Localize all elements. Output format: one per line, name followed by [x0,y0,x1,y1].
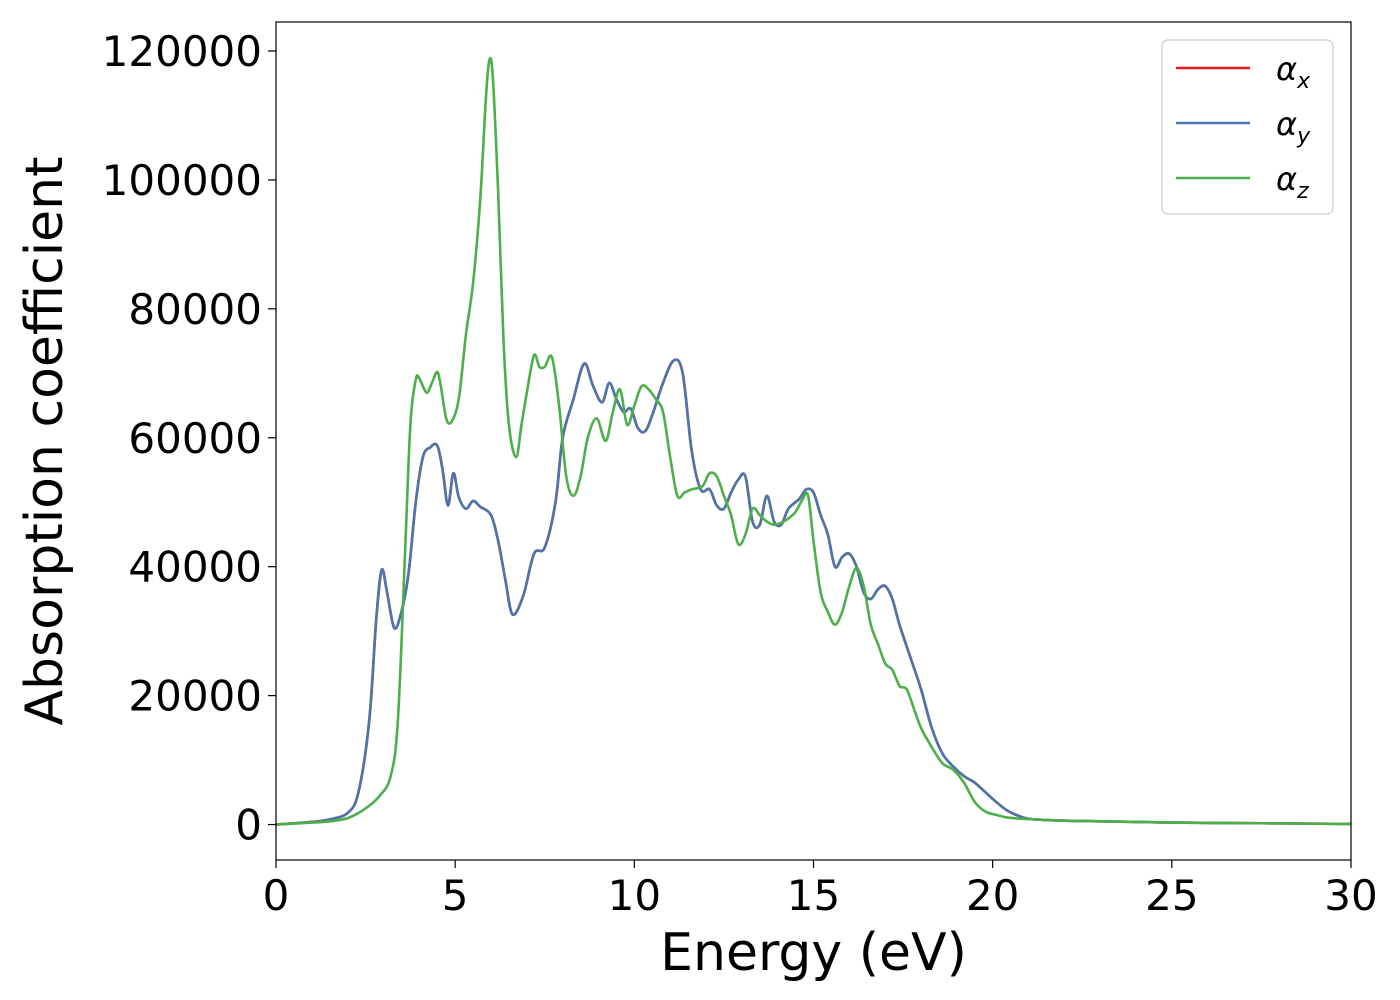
x-tick-label: 15 [787,871,840,920]
y-tick-label: 40000 [128,543,262,592]
legend-label-y: αy [1276,105,1311,149]
y-tick-label: 120000 [102,27,262,76]
x-axis-title: Energy (eV) [660,923,967,983]
legend-label-base: α [1276,50,1297,88]
legend-label-subscript: y [1296,124,1311,149]
y-tick-label: 20000 [128,672,262,721]
legend-label-base: α [1276,105,1297,143]
x-tick-label: 10 [608,871,661,920]
legend-label-base: α [1276,160,1297,198]
x-axis: 0 5 10 15 20 25 30 [263,860,1378,920]
x-tick-label: 20 [966,871,1019,920]
y-tick-label: 100000 [102,156,262,205]
x-tick-label: 5 [442,871,469,920]
x-tick-label: 30 [1324,871,1377,920]
legend-label-z: αz [1276,160,1309,204]
series-line-z [275,56,1352,826]
y-axis-title: Absorption coefficient [15,156,75,725]
legend-box [1161,39,1334,215]
y-tick-label: 0 [235,801,262,850]
x-tick-label: 0 [263,871,290,920]
y-axis: 0 20000 40000 60000 80000 100000 120000 [102,27,276,850]
series-line-y [275,358,1352,826]
legend-label-subscript: x [1296,69,1311,94]
x-tick-label: 25 [1145,871,1198,920]
legend-label-x: αx [1276,50,1311,94]
y-tick-label: 80000 [128,285,262,334]
series-layer [275,56,1352,826]
legend-label-subscript: z [1296,179,1309,204]
y-tick-label: 60000 [128,414,262,463]
